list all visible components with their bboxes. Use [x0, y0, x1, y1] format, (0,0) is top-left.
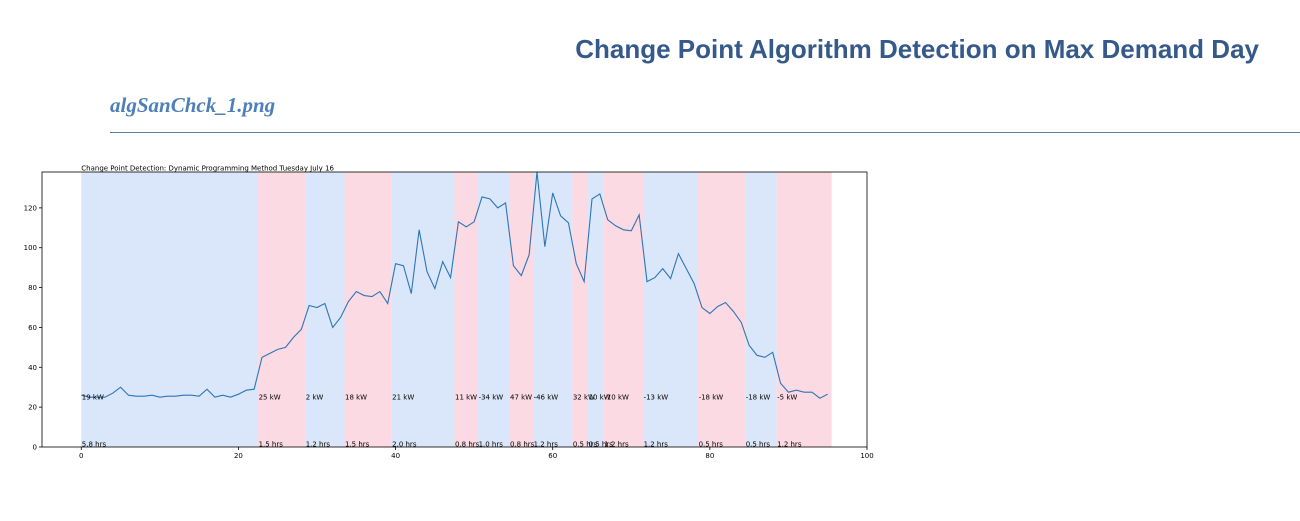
y-tick-label: 60 [28, 324, 37, 332]
segment-kw-label: 18 kW [345, 394, 367, 402]
segment-hrs-label: 0.8 hrs [510, 441, 535, 449]
segment-band [533, 172, 573, 447]
segment-hrs-label: 0.5 hrs [589, 441, 614, 449]
segment-hrs-label: 1.2 hrs [777, 441, 802, 449]
segment-kw-label: -34 kW [479, 394, 504, 402]
slide-subtitle: algSanChck_1.png [110, 93, 276, 117]
segment-hrs-label: 1.2 hrs [604, 441, 629, 449]
x-tick-label: 0 [79, 452, 83, 460]
x-tick-label: 80 [705, 452, 714, 460]
segment-band [698, 172, 746, 447]
demand-series [81, 171, 828, 399]
x-tick-label: 20 [234, 452, 243, 460]
segment-kw-label: -18 kW [699, 394, 724, 402]
segment-hrs-label: 1.2 hrs [534, 441, 559, 449]
segment-hrs-label: 1.5 hrs [345, 441, 370, 449]
segment-hrs-label: 1.0 hrs [479, 441, 504, 449]
segment-kw-label: 21 kW [392, 394, 414, 402]
segment-labels: 19 kW 5.8 hrs 25 kW 1.5 hrs 2 kW 1.2 hrs 18 kW… [82, 394, 802, 449]
segment-band [588, 172, 604, 447]
y-tick-label: 40 [28, 364, 37, 372]
segment-hrs-label: 5.8 hrs [82, 441, 107, 449]
segment-kw-label: -46 kW [534, 394, 559, 402]
segment-hrs-label: 1.2 hrs [644, 441, 669, 449]
x-tick-label: 100 [860, 452, 873, 460]
segment-band [81, 172, 259, 447]
segment-hrs-label: 2.0 hrs [392, 441, 417, 449]
segment-band [509, 172, 534, 447]
y-tick-label: 100 [24, 244, 37, 252]
segment-hrs-label: 0.5 hrs [746, 441, 771, 449]
axes-frame [41, 171, 868, 448]
segment-hrs-label: 0.8 hrs [455, 441, 480, 449]
segment-bands [81, 172, 832, 447]
segment-band [745, 172, 777, 447]
segment-band [643, 172, 699, 447]
demand-line [81, 171, 828, 399]
y-tick-label: 20 [28, 404, 37, 412]
segment-band [344, 172, 392, 447]
axis-ticks: 0 20 40 60 80 100 0 20 40 60 80 100 120 [24, 204, 874, 460]
segment-band [478, 172, 510, 447]
segment-kw-label: 2 kW [306, 394, 324, 402]
title-divider [110, 132, 1300, 133]
segment-kw-label: -5 kW [777, 394, 797, 402]
segment-band [603, 172, 644, 447]
segment-hrs-label: 0.5 hrs [573, 441, 598, 449]
segment-kw-label: 11 kW [455, 394, 477, 402]
segment-hrs-label: 0.5 hrs [699, 441, 724, 449]
segment-kw-label: -10 kW [604, 394, 629, 402]
y-tick-label: 120 [24, 204, 37, 212]
segment-kw-label: 10 kW [589, 394, 611, 402]
segment-kw-label: 47 kW [510, 394, 532, 402]
x-tick-label: 60 [548, 452, 557, 460]
slide-title: Change Point Algorithm Detection on Max … [575, 34, 1259, 64]
x-tick-label: 40 [391, 452, 400, 460]
change-point-chart: 19 kW 5.8 hrs 25 kW 1.5 hrs 2 kW 1.2 hrs 18 kW… [24, 165, 874, 461]
segment-band [258, 172, 306, 447]
segment-band [305, 172, 345, 447]
segment-kw-label: -13 kW [644, 394, 669, 402]
chart-title: Change Point Detection: Dynamic Programm… [81, 165, 334, 173]
segment-band [776, 172, 832, 447]
segment-band [454, 172, 479, 447]
segment-band [572, 172, 589, 447]
segment-band [391, 172, 455, 447]
segment-kw-label: 32 kW [573, 394, 595, 402]
segment-hrs-label: 1.2 hrs [306, 441, 331, 449]
y-tick-label: 0 [33, 444, 37, 452]
segment-kw-label: 25 kW [259, 394, 281, 402]
y-tick-label: 80 [28, 284, 37, 292]
segment-kw-label: 19 kW [82, 394, 104, 402]
segment-hrs-label: 1.5 hrs [259, 441, 284, 449]
segment-kw-label: -18 kW [746, 394, 771, 402]
